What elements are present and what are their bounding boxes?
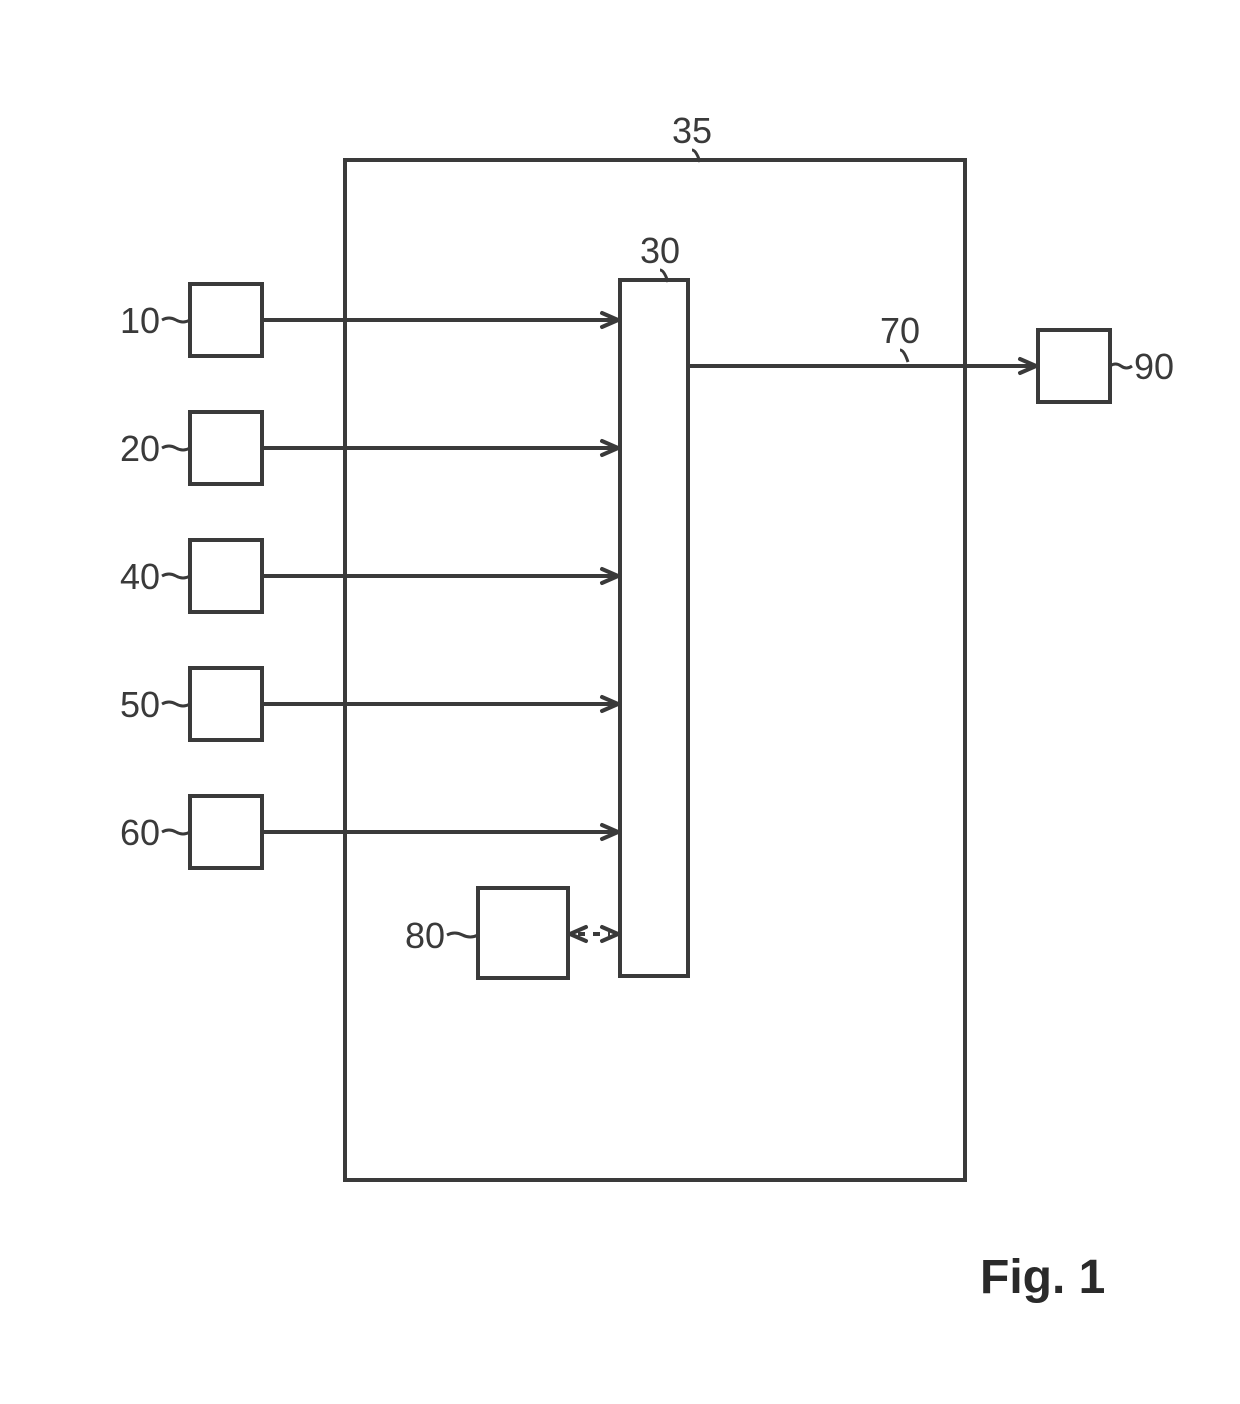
ref-label: 30 xyxy=(640,230,680,272)
figure-caption: Fig. 1 xyxy=(980,1250,1105,1305)
block-diagram xyxy=(0,0,1240,1404)
ref-label: 90 xyxy=(1134,346,1174,388)
ref-label: 20 xyxy=(120,428,160,470)
ref-label: 50 xyxy=(120,684,160,726)
ref-label: 60 xyxy=(120,812,160,854)
ref-label: 40 xyxy=(120,556,160,598)
ref-label: 80 xyxy=(405,915,445,957)
ref-label: 70 xyxy=(880,310,920,352)
ref-label: 35 xyxy=(672,110,712,152)
ref-label: 10 xyxy=(120,300,160,342)
